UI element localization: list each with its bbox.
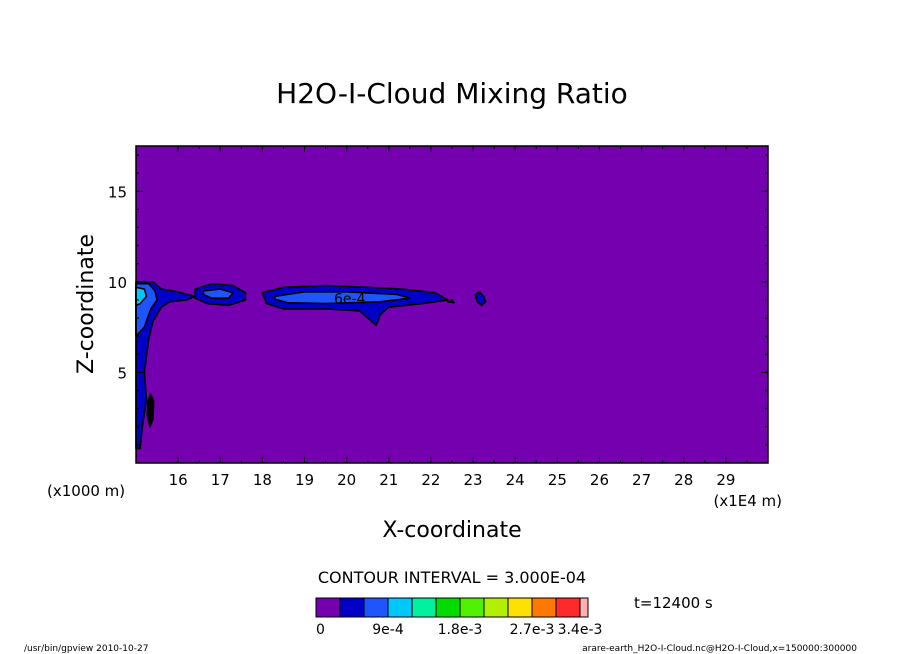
x-tick-label: 23 xyxy=(464,471,483,489)
axis-ticks: 16 17 18 19 20 21 22 23 24 25 26 27 28 29 5 10 15 xyxy=(108,146,768,489)
colorbar-cell-10 xyxy=(555,597,581,618)
time-label: t=12400 s xyxy=(634,594,713,612)
x-unit-right: (x1E4 m) xyxy=(713,492,782,510)
colorbar-cell-0 xyxy=(315,597,341,618)
x-tick-label: 20 xyxy=(337,471,356,489)
colorbar xyxy=(315,597,589,618)
contour-interval: CONTOUR INTERVAL = 3.000E-04 xyxy=(318,568,586,587)
contour-regions xyxy=(135,281,487,450)
x-unit-left: (x1000 m) xyxy=(47,482,125,500)
colorbar-cell-7 xyxy=(483,597,509,618)
contour-region-6 xyxy=(274,290,411,305)
y-tick-label: 10 xyxy=(108,274,127,292)
contour-label: 6e-4 xyxy=(334,292,366,308)
chart-title: H2O-I-Cloud Mixing Ratio xyxy=(276,77,628,110)
x-tick-label: 16 xyxy=(169,471,188,489)
plot-background xyxy=(136,146,768,463)
x-tick-label: 27 xyxy=(632,471,651,489)
colorbar-cell-5 xyxy=(435,597,461,618)
x-tick-label: 19 xyxy=(295,471,314,489)
x-tick-label: 17 xyxy=(211,471,230,489)
footer-left: /usr/bin/gpview 2010-10-27 xyxy=(24,644,148,654)
y-tick-label: 15 xyxy=(108,183,127,201)
colorbar-cell-2 xyxy=(363,597,389,618)
colorbar-cell-8 xyxy=(507,597,533,618)
x-tick-label: 22 xyxy=(421,471,440,489)
plot-area: 6e-4 16 17 18 19 20 21 22 23 24 25 26 27 28 29 5 10 15 xyxy=(108,145,769,489)
x-tick-label: 28 xyxy=(674,471,693,489)
footer-right: arare-earth_H2O-I-Cloud.nc@H2O-I-Cloud,x… xyxy=(582,644,857,654)
colorbar-cell-4 xyxy=(411,597,437,618)
x-tick-label: 26 xyxy=(590,471,609,489)
colorbar-cell-3 xyxy=(387,597,413,618)
colorbar-cell-9 xyxy=(531,597,557,618)
colorbar-cell-6 xyxy=(459,597,485,618)
x-tick-label: 24 xyxy=(506,471,525,489)
colorbar-cell-1 xyxy=(339,597,365,618)
colorbar-label: 2.7e-3 xyxy=(510,622,555,638)
y-tick-label: 5 xyxy=(117,364,127,382)
x-tick-label: 21 xyxy=(379,471,398,489)
contour-region-4 xyxy=(202,288,234,300)
x-tick-label: 29 xyxy=(716,471,735,489)
colorbar-labels: 0 9e-4 1.8e-3 2.7e-3 3.4e-3 xyxy=(316,622,602,638)
colorbar-label: 9e-4 xyxy=(372,622,404,638)
x-tick-label: 18 xyxy=(253,471,272,489)
colorbar-label: 0 xyxy=(316,622,325,638)
x-tick-label: 25 xyxy=(548,471,567,489)
contour-region-0 xyxy=(135,281,196,450)
contour-region-8 xyxy=(446,299,455,304)
colorbar-label: 1.8e-3 xyxy=(438,622,483,638)
y-axis-label: Z-coordinate xyxy=(74,234,99,374)
colorbar-cell-11 xyxy=(579,597,589,618)
colorbar-label: 3.4e-3 xyxy=(558,622,603,638)
contour-region-7 xyxy=(474,290,487,307)
x-axis-label: X-coordinate xyxy=(382,518,521,543)
contour-region-9 xyxy=(146,393,155,428)
